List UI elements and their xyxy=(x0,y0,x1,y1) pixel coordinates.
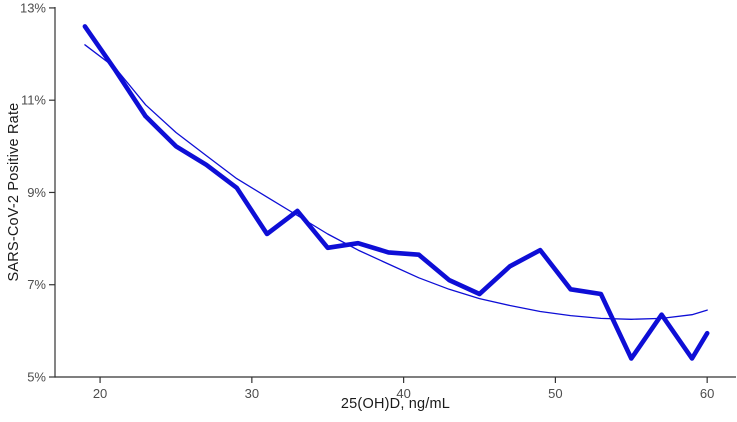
y-tick-label: 13% xyxy=(20,0,46,15)
x-tick-label: 50 xyxy=(548,386,562,401)
observed-rate-line xyxy=(82,24,710,361)
y-tick-label: 9% xyxy=(27,185,46,200)
y-tick-label: 5% xyxy=(27,370,46,385)
x-axis-title: 25(OH)D, ng/mL xyxy=(340,396,451,412)
y-tick-label: 11% xyxy=(21,93,46,108)
x-tick-label: 20 xyxy=(93,386,107,401)
fitted-trend-line xyxy=(84,44,708,320)
x-tick-label: 60 xyxy=(700,386,714,401)
x-tick-label: 40 xyxy=(396,386,410,401)
y-tick-label: 7% xyxy=(27,277,46,292)
x-tick-label: 30 xyxy=(245,386,259,401)
y-axis-title-text: SARS-CoV-2 Positive Rate xyxy=(6,102,22,282)
